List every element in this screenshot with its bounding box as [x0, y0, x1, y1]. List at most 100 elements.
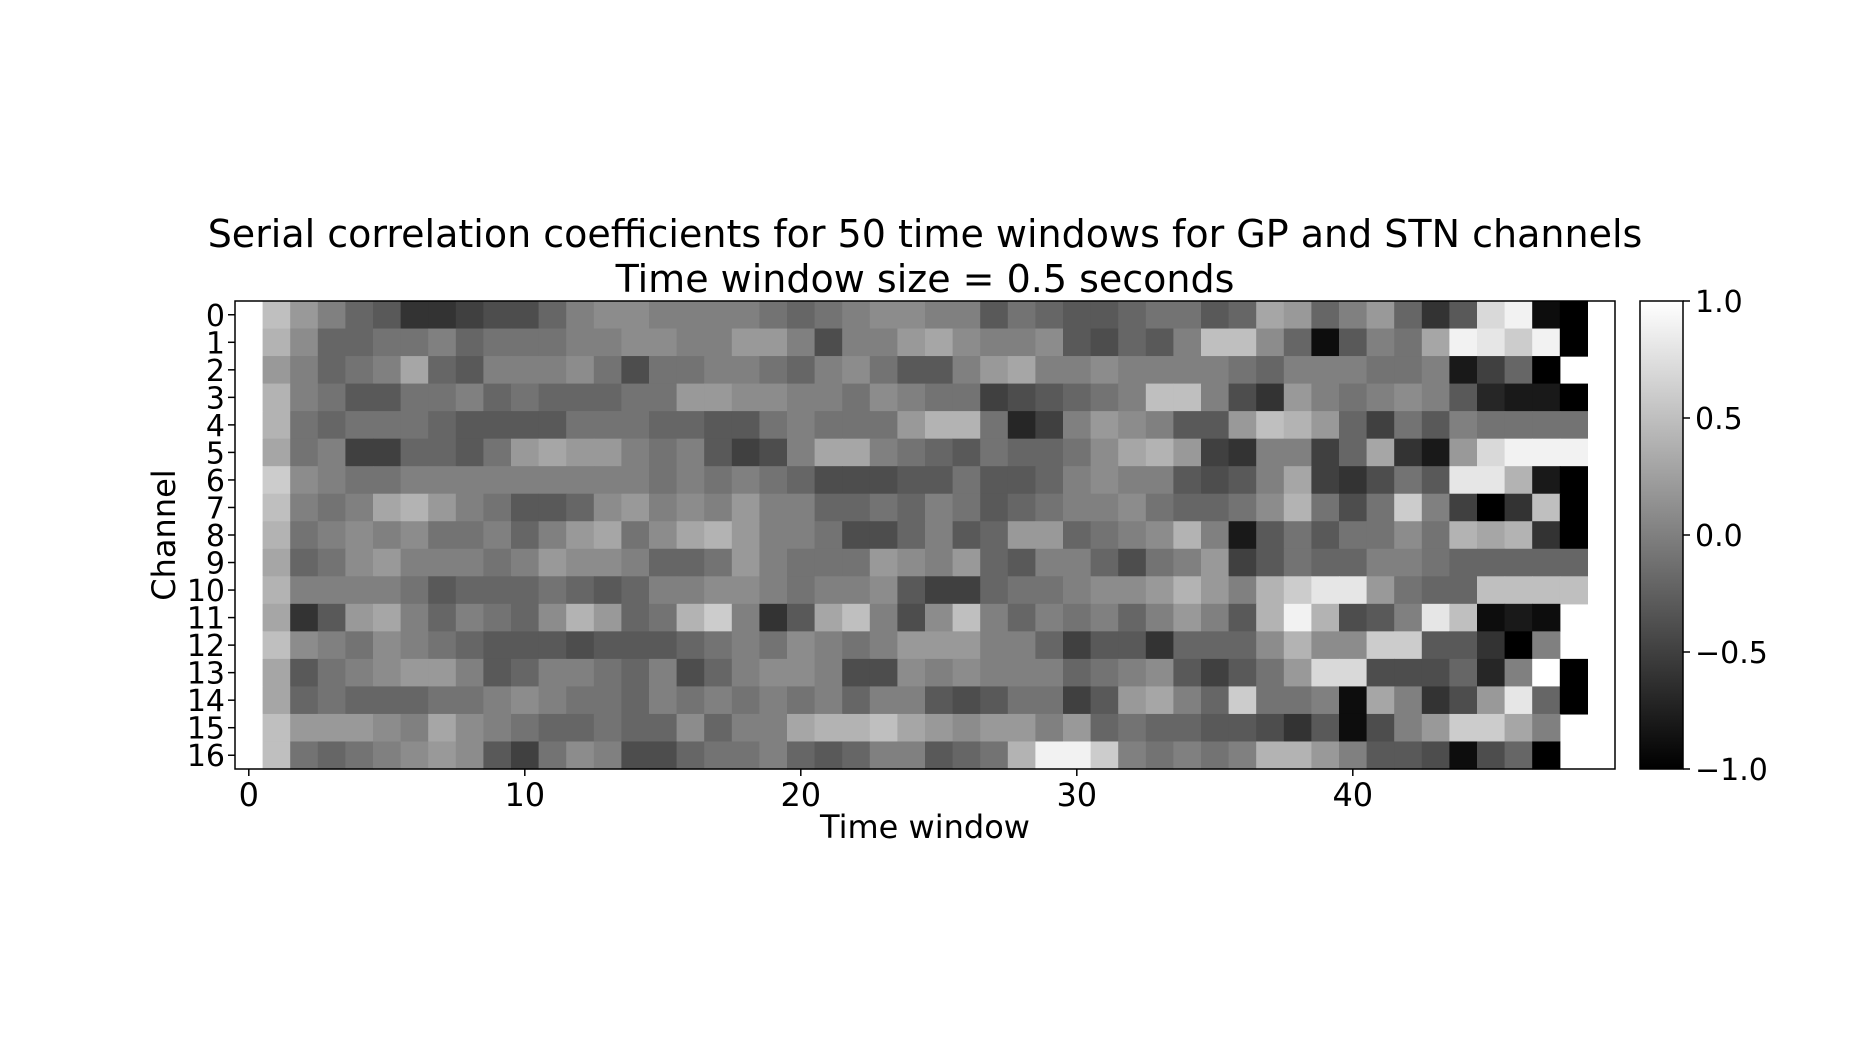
heatmap-cell	[290, 411, 319, 440]
heatmap-cell	[1118, 521, 1147, 550]
heatmap-cell	[897, 658, 926, 688]
heatmap-cell	[787, 603, 816, 632]
colorbar-tick-label: −1.0	[1695, 753, 1768, 788]
heatmap-cell	[483, 411, 512, 440]
heatmap-cell	[952, 631, 981, 660]
heatmap-cell	[704, 741, 733, 770]
heatmap-cell	[1532, 466, 1561, 495]
heatmap-cell	[731, 741, 760, 770]
heatmap-cell	[262, 631, 291, 660]
heatmap-cell	[566, 548, 595, 577]
y-axis-label: Channel	[145, 469, 183, 600]
heatmap-cell	[345, 686, 374, 715]
heatmap-cell	[317, 521, 346, 550]
heatmap-cell	[455, 493, 484, 522]
heatmap-cell	[1532, 741, 1561, 770]
heatmap-cell	[1311, 328, 1340, 357]
heatmap-cell	[373, 493, 402, 522]
heatmap-cell	[1173, 328, 1202, 357]
heatmap-cell	[1394, 493, 1423, 522]
heatmap-cell	[842, 548, 871, 577]
heatmap-cell	[235, 328, 264, 357]
heatmap-cell	[814, 741, 843, 770]
heatmap-cell	[483, 713, 512, 743]
heatmap-cell	[373, 548, 402, 577]
heatmap-cell	[317, 713, 346, 743]
heatmap-cell	[400, 713, 429, 743]
heatmap-cell	[925, 576, 954, 605]
heatmap-cell	[1090, 383, 1119, 412]
heatmap-cell	[759, 356, 788, 385]
heatmap-cell	[731, 411, 760, 440]
heatmap-cell	[1449, 576, 1478, 605]
heatmap-cell	[345, 328, 374, 357]
heatmap-cell	[1339, 411, 1368, 440]
heatmap-cell	[1477, 493, 1506, 522]
heatmap-cell	[1504, 383, 1533, 412]
heatmap-cell	[1118, 301, 1147, 330]
heatmap-cell	[649, 411, 678, 440]
heatmap-cell	[1394, 411, 1423, 440]
heatmap-cell	[1421, 493, 1450, 522]
heatmap-cell	[621, 411, 650, 440]
heatmap-cell	[676, 741, 705, 770]
heatmap-cell	[235, 576, 264, 605]
heatmap-cell	[1532, 301, 1561, 330]
heatmap-cell	[925, 466, 954, 495]
heatmap-cell	[1449, 713, 1478, 743]
heatmap-cell	[1283, 383, 1312, 412]
heatmap-cell	[235, 686, 264, 715]
heatmap-cell	[980, 301, 1009, 330]
heatmap-cell	[1063, 301, 1092, 330]
heatmap-cell	[869, 548, 898, 577]
heatmap-cell	[787, 438, 816, 467]
heatmap-cell	[455, 548, 484, 577]
heatmap-cell	[1504, 521, 1533, 550]
heatmap-cell	[511, 411, 540, 440]
heatmap-cell	[538, 741, 567, 770]
heatmap-cell	[511, 603, 540, 632]
heatmap-cell	[235, 301, 264, 330]
heatmap-cell	[1201, 631, 1230, 660]
heatmap-cell	[1283, 466, 1312, 495]
heatmap-cell	[235, 466, 264, 495]
heatmap-cell	[290, 521, 319, 550]
heatmap-cell	[704, 328, 733, 357]
heatmap-cell	[1449, 631, 1478, 660]
heatmap-cell	[1035, 411, 1064, 440]
heatmap-cell	[842, 521, 871, 550]
heatmap-cell	[1504, 576, 1533, 605]
y-tick-label: 7	[206, 491, 225, 526]
heatmap-cell	[428, 328, 457, 357]
heatmap-cell	[262, 548, 291, 577]
heatmap-cell	[980, 521, 1009, 550]
heatmap-cell	[345, 741, 374, 770]
heatmap-cell	[1477, 383, 1506, 412]
heatmap-cell	[593, 658, 622, 688]
heatmap-cell	[621, 328, 650, 357]
heatmap-cell	[704, 356, 733, 385]
heatmap-cell	[373, 466, 402, 495]
heatmap-cell	[814, 548, 843, 577]
heatmap-cell	[290, 631, 319, 660]
heatmap-cell	[1007, 356, 1036, 385]
heatmap-cell	[1421, 466, 1450, 495]
heatmap-cell	[1228, 686, 1257, 715]
heatmap-cell	[345, 301, 374, 330]
heatmap-cell	[649, 438, 678, 467]
heatmap-cell	[1559, 521, 1588, 550]
heatmap-cell	[1201, 466, 1230, 495]
heatmap-cell	[897, 356, 926, 385]
heatmap-cell	[290, 466, 319, 495]
heatmap-cell	[1449, 466, 1478, 495]
heatmap-cell	[1559, 576, 1588, 605]
heatmap-cell	[759, 301, 788, 330]
heatmap-cell	[649, 493, 678, 522]
heatmap-cell	[731, 301, 760, 330]
heatmap-cell	[428, 713, 457, 743]
heatmap-cell	[538, 466, 567, 495]
heatmap-cell	[593, 548, 622, 577]
heatmap-cell	[1421, 658, 1450, 688]
heatmap-cell	[1201, 301, 1230, 330]
heatmap-cell	[759, 686, 788, 715]
